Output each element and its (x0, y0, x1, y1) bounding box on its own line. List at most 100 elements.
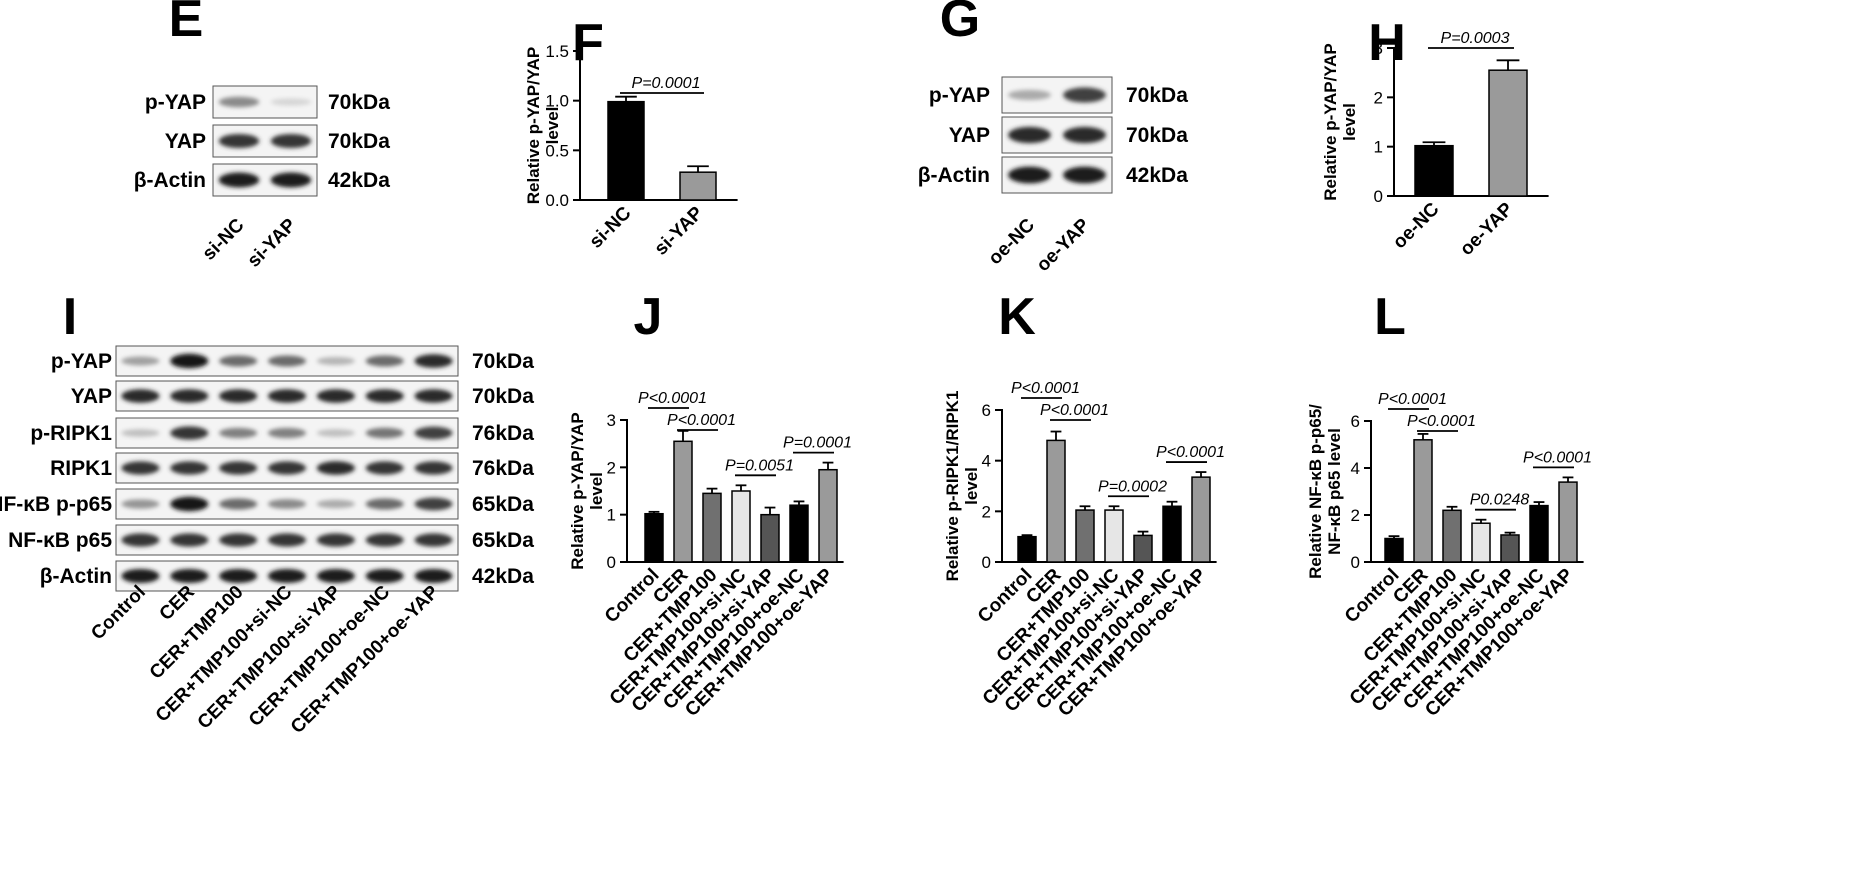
blot-kda-label: 42kDa (472, 565, 534, 588)
bar (679, 171, 717, 201)
blot-row-label: YAP (165, 130, 206, 153)
bar (1488, 69, 1528, 197)
blot-band (219, 389, 258, 403)
bar (818, 468, 838, 563)
lane-label: si-YAP (244, 214, 301, 271)
panel-letter-i: I (63, 288, 77, 346)
blot-row-label: β-Actin (134, 169, 206, 192)
y-tick-label: 0.5 (545, 141, 569, 160)
p-value-label: P=0.0001 (783, 435, 852, 452)
y-axis-label-line: level (962, 467, 981, 505)
blot-kda-label: 70kDa (1126, 124, 1188, 147)
blot-band (365, 389, 404, 403)
bar (1529, 504, 1549, 563)
y-axis-label-line: level (1340, 103, 1359, 141)
bar (607, 100, 645, 201)
y-tick-label: 1 (1374, 138, 1383, 157)
bar (1162, 505, 1182, 563)
p-value-label: P<0.0001 (1523, 449, 1592, 466)
blot-band (1063, 87, 1106, 103)
y-axis-label-line: Relative p-RIPK1/RIPK1 (943, 391, 962, 582)
x-category-label: oe-YAP (1456, 198, 1518, 260)
lane-label: si-NC (199, 214, 249, 264)
blot-band (219, 533, 258, 547)
p-value-label: P<0.0001 (1040, 402, 1109, 419)
blot-band (170, 496, 209, 512)
bar (1414, 144, 1454, 197)
blot-band (316, 569, 355, 583)
blot-band (1008, 166, 1051, 184)
x-category-label: si-NC (586, 202, 636, 252)
blot-kda-label: 42kDa (1126, 164, 1188, 187)
blot-kda-label: 70kDa (472, 385, 534, 408)
blot-band (219, 461, 258, 475)
panel-letter-k: K (998, 288, 1036, 346)
western-blot-g: p-YAP 70kDa YAP 70kDa β-Actin 42kDa oe-NCoe-YA… (918, 76, 1188, 276)
blot-kda-label: 76kDa (472, 422, 534, 445)
blot-kda-label: 70kDa (328, 91, 390, 114)
blot-row-label: p-YAP (929, 84, 990, 107)
y-tick-label: 2 (607, 458, 616, 477)
p-value-label: P<0.0001 (1407, 413, 1476, 430)
blot-band (414, 497, 453, 511)
blot-kda-label: 70kDa (1126, 84, 1188, 107)
panel-letter-g: G (940, 0, 980, 48)
y-tick-label: 1 (607, 506, 616, 525)
blot-band (219, 427, 258, 439)
bar-chart-h: 0 1 2 3 Relative p-YAP/YAPlevel oe-NC oe-YAP P=… (1321, 30, 1549, 260)
y-tick-label: 4 (982, 452, 991, 471)
blot-band (121, 461, 160, 475)
blot-band (218, 172, 260, 188)
blot-band (1008, 126, 1051, 144)
blot-band (270, 133, 312, 149)
panel-letter-e: E (169, 0, 204, 48)
bar (1017, 535, 1037, 563)
blot-row-label: β-Actin (40, 565, 112, 588)
blot-band (267, 499, 307, 509)
blot-band (1063, 166, 1106, 184)
p-value-label: P<0.0001 (1156, 444, 1225, 461)
y-tick-label: 4 (1351, 459, 1360, 478)
lane-label: oe-NC (985, 214, 1040, 269)
blot-row-label: YAP (71, 385, 112, 408)
bar (1413, 439, 1433, 563)
bar (702, 492, 722, 563)
blot-band (316, 461, 355, 475)
blot-band (218, 96, 260, 108)
blot-kda-label: 65kDa (472, 493, 534, 516)
y-axis-label-line: Relative NF-κB p-p65/ (1306, 404, 1325, 579)
bar (644, 512, 664, 563)
blot-band (170, 533, 209, 547)
blot-band (414, 569, 453, 583)
blot-band (316, 499, 355, 509)
y-axis-label-line: Relative p-YAP/YAP (568, 412, 587, 569)
y-tick-label: 2 (1351, 506, 1360, 525)
y-axis-label-line: NF-κB p65 level (1325, 428, 1344, 555)
bar (673, 440, 693, 563)
p-value-label: P=0.0051 (725, 457, 794, 474)
blot-band (365, 427, 404, 439)
bar (760, 513, 780, 563)
panel-letter-l: L (1374, 288, 1406, 346)
p-value-label: P<0.0001 (638, 390, 707, 407)
p-value-label: P=0.0001 (632, 75, 701, 92)
y-tick-label: 1.5 (545, 42, 569, 61)
blot-row-label: p-YAP (145, 91, 206, 114)
blot-kda-label: 70kDa (328, 130, 390, 153)
panel-letter-h: H (1368, 14, 1406, 72)
y-axis-label: Relative p-RIPK1/RIPK1level (943, 391, 981, 582)
bar (1104, 509, 1124, 563)
blot-kda-label: 70kDa (472, 350, 534, 373)
bar (731, 490, 751, 563)
lane-label: oe-YAP (1033, 214, 1095, 276)
blot-band (267, 461, 307, 475)
bar-chart-l: 0 2 4 6 Relative NF-κB p-p65/NF-κB p65 level… (1306, 391, 1592, 721)
y-tick-label: 3 (1374, 39, 1383, 58)
x-category-label: si-YAP (651, 202, 708, 259)
blot-band (170, 426, 209, 440)
western-blot-e: p-YAP 70kDa YAP 70kDa β-Actin 42kDa si-NCsi-YA… (134, 85, 390, 272)
y-tick-label: 0 (1374, 187, 1383, 206)
blot-band (414, 533, 453, 547)
